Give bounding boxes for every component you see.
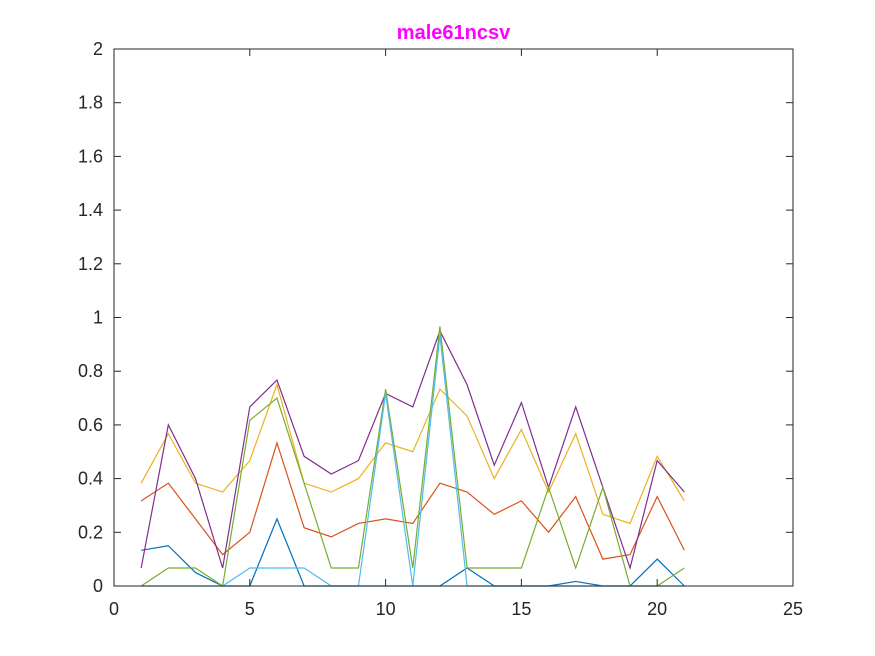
axes-layer: 0 5 10 15 20 25 0 0.2 0.4 0.6 0.8 1 1.2 1.4 1.6 1.8 2 — [78, 39, 803, 619]
x-tick-label: 0 — [109, 599, 119, 619]
series-line-4 — [140, 329, 685, 571]
y-tick-label: 1.8 — [78, 93, 103, 113]
y-tick-label: 0.4 — [78, 469, 103, 489]
x-tick-label: 15 — [511, 599, 531, 619]
chart-title: male61ncsv — [397, 22, 511, 44]
x-tick-label: 25 — [783, 599, 803, 619]
plot-area — [114, 49, 793, 586]
y-tick-label: 1.4 — [78, 200, 103, 220]
series-line-3 — [140, 382, 685, 525]
y-tick-label: 0.6 — [78, 415, 103, 435]
y-tick-label: 1.6 — [78, 146, 103, 166]
x-tick-label: 20 — [647, 599, 667, 619]
y-tick-label: 0.2 — [78, 522, 103, 542]
series-line-2 — [140, 440, 685, 560]
x-tick-label: 10 — [376, 599, 396, 619]
y-tick-label: 1.2 — [78, 254, 103, 274]
series-line-5 — [140, 326, 685, 588]
x-tick-label: 5 — [245, 599, 255, 619]
y-tick-label: 0 — [93, 576, 103, 596]
y-tick-label: 2 — [93, 39, 103, 59]
y-tick-label: 0.8 — [78, 361, 103, 381]
y-tick-label: 1 — [93, 308, 103, 328]
